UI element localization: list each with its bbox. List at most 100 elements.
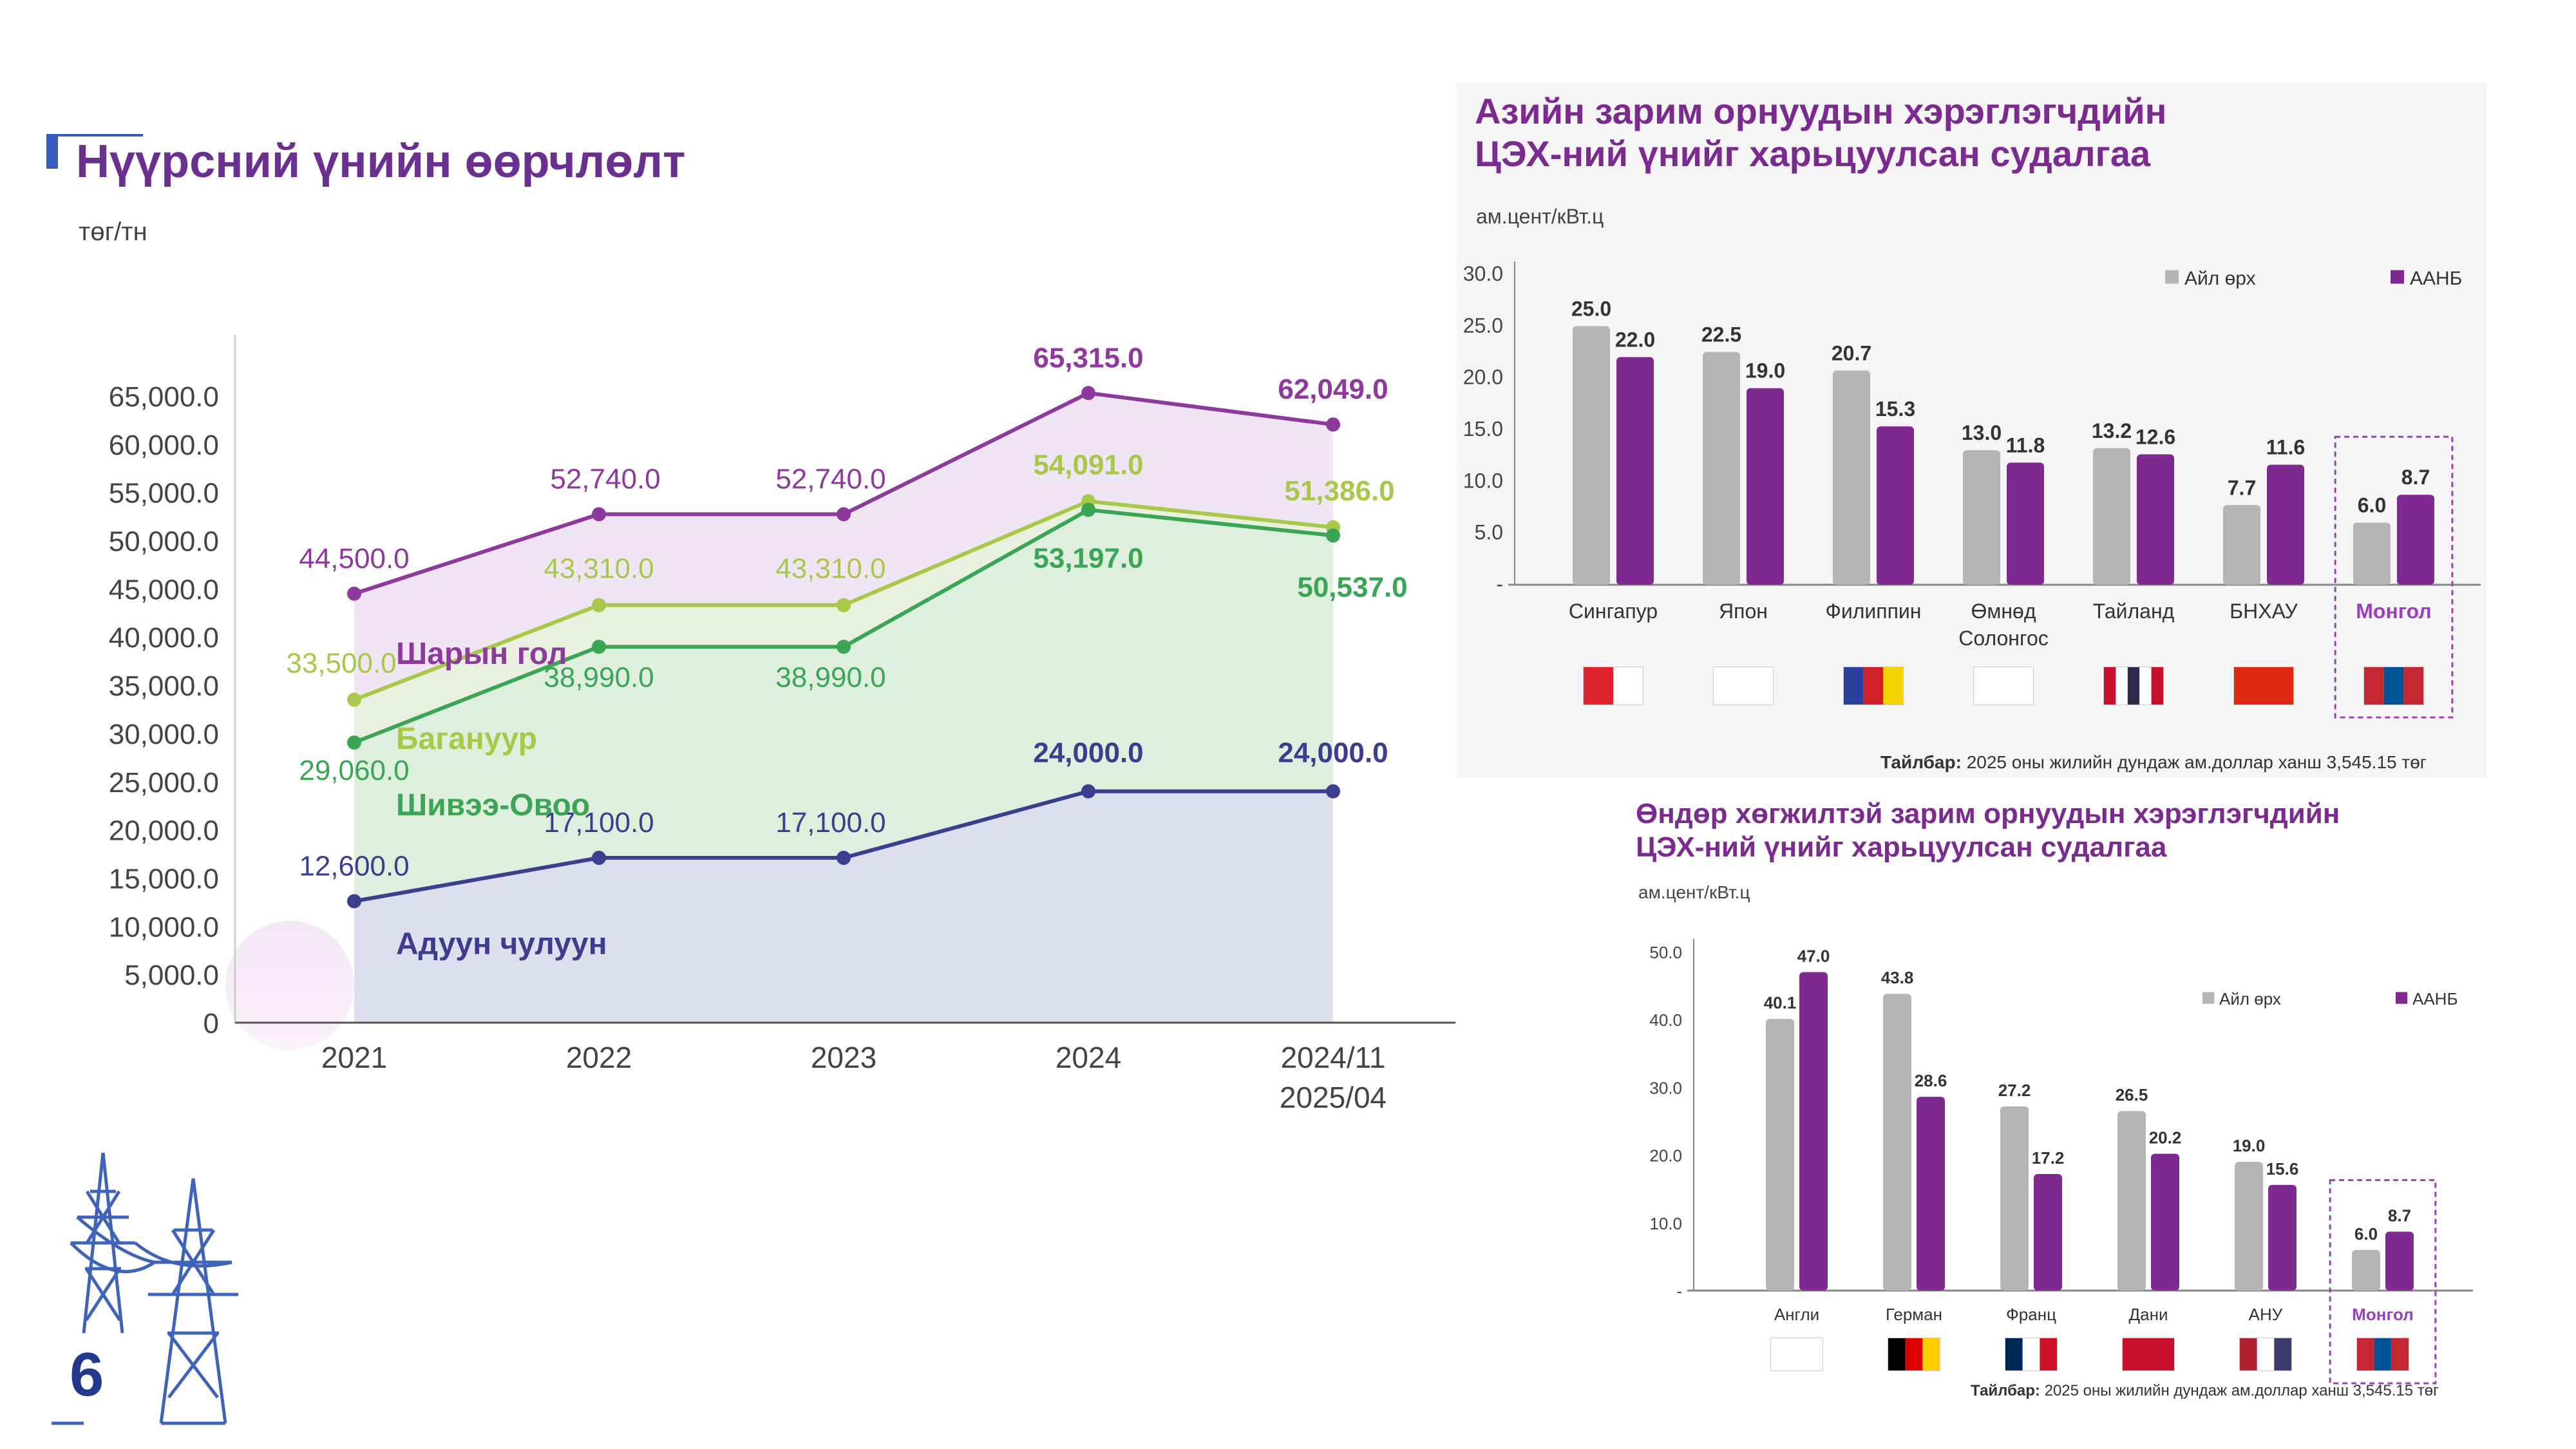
y-tick-label: 60,000.0	[109, 430, 219, 461]
bar-business	[2151, 1153, 2179, 1291]
y-tick-label: 0	[204, 1008, 219, 1039]
bar-household	[2117, 1111, 2146, 1291]
y-tick-label: 5.0	[1475, 521, 1503, 544]
asia-electricity-price-bar-chart: -5.010.015.020.025.030.0 25.022.0Сингапу…	[1463, 261, 2481, 719]
y-tick-label: 25.0	[1463, 314, 1503, 337]
x-tick-label: 2021	[321, 1041, 387, 1074]
bar-value-label: 13.0	[1962, 421, 2002, 444]
asia-title-line2: ЦЭХ-ний үнийг харьцуулсан судалгаа	[1475, 133, 2151, 174]
bar-value-label: 13.2	[2092, 419, 2132, 442]
y-tick-label: 10,000.0	[109, 911, 219, 943]
data-point	[1326, 784, 1340, 799]
legend-label: ААНБ	[2410, 268, 2462, 289]
y-tick-label: 10.0	[1463, 469, 1503, 492]
bar-value-label: 7.7	[2228, 476, 2256, 499]
series-name-label: Адуун чулуун	[396, 927, 607, 961]
data-label: 65,315.0	[1033, 342, 1143, 374]
bar-value-label: 20.7	[1832, 341, 1871, 365]
y-tick-label: 20.0	[1649, 1146, 1682, 1166]
y-tick-label: 35,000.0	[109, 670, 219, 702]
mongolia-highlight-box	[2329, 1179, 2437, 1385]
page-number: 6	[70, 1340, 104, 1409]
flag-stripe	[2040, 1338, 2057, 1370]
data-point	[1326, 417, 1340, 432]
bar-value-label: 28.6	[1915, 1071, 1947, 1090]
category-label: Солонгос	[1958, 627, 2048, 650]
category-label: Өмнөд	[1971, 600, 2036, 623]
developed-chart-unit: ам.цент/кВт.ц	[1638, 882, 1750, 902]
asia-note-label: Тайлбар:	[1880, 752, 1962, 772]
developed-note-text: 2025 оны жилийн дундаж ам.доллар ханш 3,…	[2044, 1382, 2439, 1399]
bar-business	[2385, 1231, 2414, 1291]
data-point	[837, 639, 851, 654]
bar-value-label: 40.1	[1764, 993, 1797, 1012]
asia-chart-unit: ам.цент/кВт.ц	[1476, 205, 1604, 228]
flag-stripe	[1883, 667, 1903, 705]
flag-stripe	[2022, 1338, 2040, 1370]
data-label: 29,060.0	[299, 755, 409, 786]
legend-label: Айл өрх	[2184, 268, 2256, 289]
data-label: 17,100.0	[775, 807, 886, 838]
bar-household	[1833, 370, 1870, 585]
data-label: 38,990.0	[775, 661, 886, 693]
y-tick-label: 55,000.0	[109, 478, 219, 509]
flag-stripe	[1922, 1338, 1940, 1370]
category-label: Дани	[2129, 1305, 2168, 1324]
data-point	[347, 692, 361, 707]
bar-business	[1799, 972, 1828, 1291]
y-tick-label: 30.0	[1463, 262, 1503, 285]
x-tick-label: 2025/04	[1280, 1081, 1387, 1114]
dev-title-line1: Өндөр хөгжилтэй зарим орнуудын хэрэглэгч…	[1636, 798, 2340, 829]
data-label: 51,386.0	[1284, 475, 1394, 507]
bar-value-label: 19.0	[2233, 1136, 2266, 1155]
data-point	[592, 507, 606, 522]
flag-stripe	[2403, 667, 2423, 705]
data-point	[592, 639, 606, 654]
bar-value-label: 26.5	[2116, 1085, 2148, 1104]
flag-stripe	[2274, 1338, 2291, 1370]
flag-stripe	[1714, 667, 1773, 705]
bar-value-label: 11.6	[2266, 436, 2306, 459]
bar-business	[1616, 357, 1654, 585]
developed-chart-title: Өндөр хөгжилтэй зарим орнуудын хэрэглэгч…	[1636, 797, 2340, 864]
category-label: Тайланд	[2093, 600, 2175, 623]
bar-value-label: 43.8	[1881, 968, 1914, 987]
y-tick-label: 40,000.0	[109, 622, 219, 654]
flag-stripe	[2116, 667, 2128, 705]
y-tick-label: -	[1496, 573, 1503, 596]
data-label: 62,049.0	[1278, 374, 1388, 405]
y-tick-label: 10.0	[1649, 1214, 1682, 1233]
area-3	[354, 791, 1333, 1023]
power-tower-icon	[52, 1152, 238, 1425]
flag-stripe	[1888, 1338, 1906, 1370]
asia-chart-title: Азийн зарим орнуудын хэрэглэгчдийн ЦЭХ-н…	[1475, 90, 2166, 175]
coal-price-line-chart: 0 5,000.0 10,000.0 15,000.0 20,000.0 25,000.0…	[109, 335, 1455, 1114]
flag-stripe	[2151, 667, 2163, 705]
bar-business	[2137, 454, 2174, 585]
bar-value-label: 20.2	[2149, 1128, 2182, 1147]
y-tick-label: 30.0	[1649, 1078, 1682, 1097]
mongolia-highlight-box	[2334, 435, 2454, 719]
flag-stripe	[2139, 667, 2152, 705]
bar-business	[2007, 462, 2044, 585]
coal-chart-unit: төг/тн	[79, 218, 147, 246]
bar-value-label: 15.6	[2266, 1159, 2299, 1179]
bar-value-label: 6.0	[2358, 494, 2386, 517]
bar-business	[2034, 1174, 2062, 1291]
category-label: Англи	[1774, 1305, 1819, 1324]
y-tick-label: 50,000.0	[109, 526, 219, 558]
data-label: 52,740.0	[550, 464, 660, 495]
y-tick-label: 30,000.0	[109, 719, 219, 750]
data-point	[837, 598, 851, 612]
bar-business	[2267, 464, 2304, 585]
data-label: 12,600.0	[299, 850, 409, 882]
bar-household	[2352, 1249, 2380, 1291]
flag-stripe	[2383, 667, 2404, 705]
asia-title-line1: Азийн зарим орнуудын хэрэглэгчдийн	[1475, 91, 2167, 131]
data-point	[592, 598, 606, 612]
legend-swatch	[2391, 270, 2404, 284]
developed-electricity-price-bar-chart: - 10.0 20.0 30.0 40.0 50.0 40.1 47.0 Англи 43.8 2…	[1649, 939, 2473, 1385]
data-label: 53,197.0	[1033, 543, 1143, 574]
legend-swatch	[2202, 992, 2215, 1004]
data-point	[347, 894, 361, 909]
